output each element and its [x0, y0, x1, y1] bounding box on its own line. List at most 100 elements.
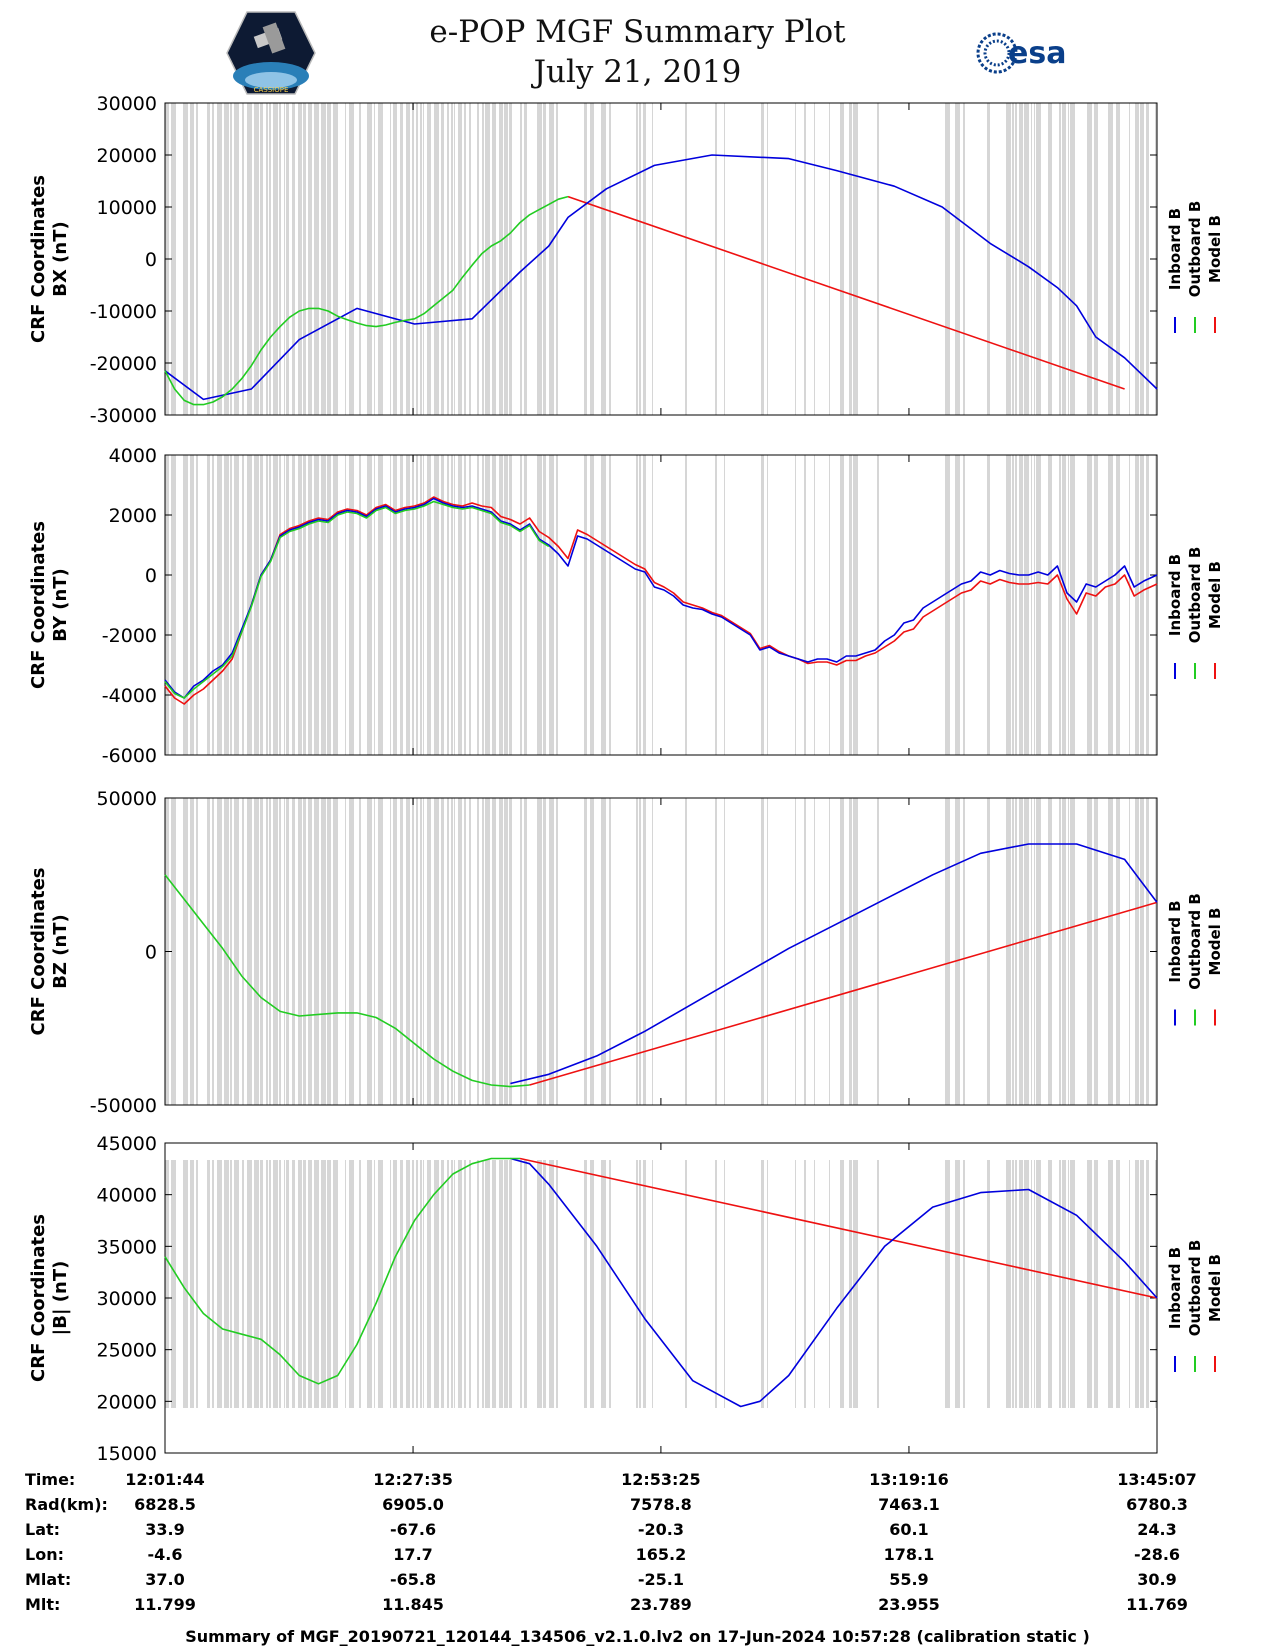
- gap-stripe: [171, 103, 176, 415]
- ephemeris-value: -25.1: [638, 1570, 684, 1589]
- gap-stripe: [945, 103, 950, 415]
- gap-stripe: [247, 1160, 252, 1408]
- gap-stripe: [853, 103, 858, 415]
- gap-stripe: [286, 103, 289, 415]
- gap-stripe: [1012, 103, 1014, 415]
- gap-stripe: [400, 103, 403, 415]
- gap-stripe: [509, 798, 512, 1105]
- gap-stripe: [217, 455, 222, 755]
- gap-stripe: [469, 455, 471, 755]
- gap-stripe: [1019, 103, 1023, 415]
- chart-panel-2: 4000 2000 0 -2000 -4000 -6000 CRF CoordinatesB…: [28, 445, 1224, 767]
- series-line-inboard-b: [164, 154, 1158, 401]
- gap-stripe: [230, 798, 232, 1105]
- ephemeris-value: 11.799: [134, 1595, 196, 1614]
- gap-stripe: [1116, 455, 1120, 755]
- gap-stripe: [260, 455, 263, 755]
- gap-stripe: [1059, 103, 1061, 415]
- gap-stripe: [423, 798, 424, 1105]
- plot-date: July 21, 2019: [533, 54, 742, 90]
- gap-stripe: [1036, 1160, 1041, 1408]
- gap-stripe: [423, 455, 424, 755]
- gap-stripe: [260, 103, 263, 415]
- gap-stripe: [761, 1160, 764, 1408]
- gap-stripe: [400, 455, 403, 755]
- gap-stripe: [849, 103, 852, 415]
- y-tick-label: -10000: [90, 301, 157, 323]
- gap-stripe: [537, 798, 542, 1105]
- gap-stripe: [556, 103, 558, 415]
- gap-stripe: [230, 103, 232, 415]
- gap-stripe: [224, 455, 229, 755]
- gap-stripe: [420, 798, 422, 1105]
- gap-stripe: [499, 798, 503, 1105]
- gap-stripe: [441, 103, 444, 415]
- y-tick-label: 0: [145, 249, 157, 271]
- gap-stripe: [423, 1160, 424, 1408]
- gap-stripe: [1034, 103, 1035, 415]
- gap-stripe: [303, 1160, 306, 1408]
- gap-stripe: [242, 798, 244, 1105]
- gap-stripe: [1094, 455, 1098, 755]
- gap-stripe: [1034, 455, 1035, 755]
- gap-stripe: [393, 455, 397, 755]
- gap-stripe: [406, 1160, 410, 1408]
- gap-stripe: [1048, 455, 1052, 755]
- gap-stripe: [247, 455, 252, 755]
- gap-stripe: [190, 1160, 194, 1408]
- gap-stripe: [1070, 1160, 1075, 1408]
- ephemeris-value: 6905.0: [382, 1495, 444, 1514]
- gap-stripe: [482, 1160, 484, 1408]
- gap-stripe: [333, 798, 338, 1105]
- gap-stripe: [804, 798, 806, 1105]
- gap-stripe: [1140, 798, 1144, 1105]
- ephemeris-value: -65.8: [390, 1570, 436, 1589]
- gap-stripe: [767, 103, 768, 415]
- gap-stripe: [464, 798, 466, 1105]
- gap-stripe: [374, 455, 375, 755]
- gap-stripe: [454, 103, 455, 415]
- ephemeris-value: 60.1: [889, 1520, 928, 1539]
- gap-stripe: [636, 798, 638, 1105]
- gap-stripe: [492, 455, 496, 755]
- gap-stripe: [652, 455, 653, 755]
- gap-stripe: [1006, 1160, 1011, 1408]
- gap-stripe: [412, 1160, 414, 1408]
- gap-stripe: [1024, 798, 1029, 1105]
- gap-stripe: [359, 1160, 361, 1408]
- gap-stripe: [349, 1160, 354, 1408]
- gap-stripe: [234, 455, 239, 755]
- gap-stripe: [537, 1160, 542, 1408]
- gap-stripe: [1116, 1160, 1120, 1408]
- gap-stripe: [795, 103, 796, 415]
- y-tick-label: 10000: [97, 197, 157, 219]
- legend-label: Inboard B: [1166, 900, 1184, 982]
- ephemeris-value: 7578.8: [630, 1495, 692, 1514]
- series-line-model-b: [529, 901, 1158, 1086]
- gap-stripe: [406, 103, 410, 415]
- y-axis-label-line-1: CRF Coordinates: [28, 1214, 49, 1382]
- series-line-model-b: [567, 195, 1125, 390]
- cassiope-logo: CASSIOPE: [226, 11, 316, 95]
- gap-stripe: [492, 1160, 496, 1408]
- series-line-model-b: [519, 1157, 1158, 1299]
- gap-stripe: [254, 798, 259, 1105]
- gap-stripe: [207, 455, 210, 755]
- y-tick-label: 20000: [97, 145, 157, 167]
- gap-stripe: [715, 798, 717, 1105]
- y-axis-label-line-2: BZ (nT): [50, 914, 71, 989]
- gap-stripe: [1129, 103, 1130, 415]
- series-line-outboard-b: [164, 195, 569, 406]
- gap-stripe: [1048, 1160, 1052, 1408]
- gap-stripe: [333, 455, 338, 755]
- chart-panel-4: 45000 40000 35000 30000 25000 20000 15000 CRF C…: [28, 1133, 1224, 1465]
- gap-stripe: [349, 455, 354, 755]
- gap-stripe: [1070, 455, 1075, 755]
- gap-stripe: [224, 1160, 229, 1408]
- gap-stripe: [840, 798, 844, 1105]
- gap-stripe: [955, 798, 960, 1105]
- gap-stripe: [367, 798, 372, 1105]
- gap-stripe: [1062, 798, 1066, 1105]
